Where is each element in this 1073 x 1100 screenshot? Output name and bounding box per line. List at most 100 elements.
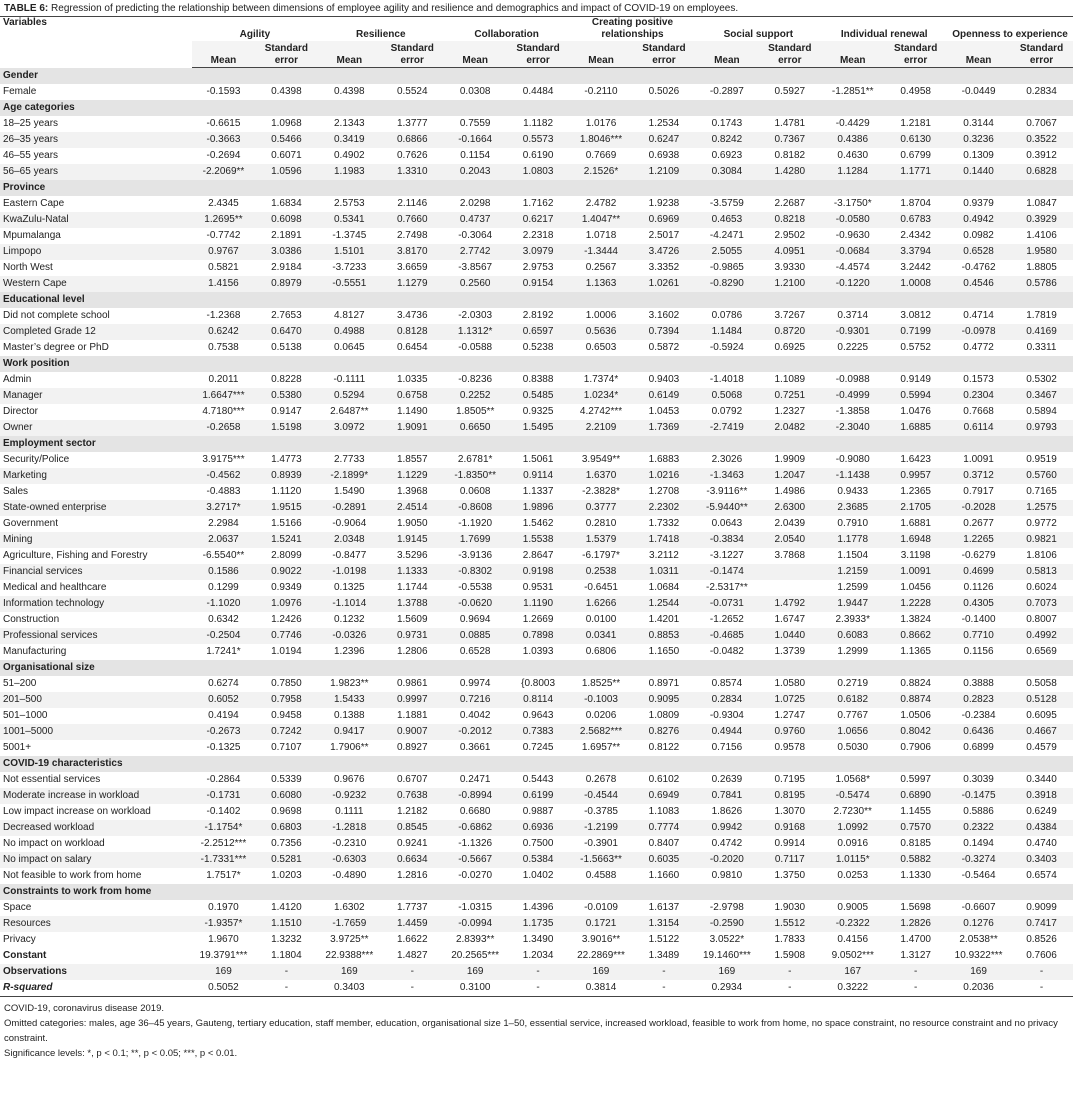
cell: 1.6834 — [271, 198, 302, 209]
section-title: Organisational size — [0, 660, 1073, 676]
cell: 0.5573 — [506, 132, 570, 148]
cell: 0.1573 — [963, 374, 994, 385]
cell: 0.2225 — [837, 342, 869, 353]
cell: 1.1190 — [506, 596, 570, 612]
cell: 0.7638 — [380, 788, 444, 804]
cell: 0.8007 — [1026, 614, 1057, 625]
cell: 1.0847 — [1026, 198, 1057, 209]
cell: 0.3814 — [569, 980, 633, 997]
cell: 0.5384 — [506, 852, 570, 868]
cell: 1.7374* — [583, 374, 619, 385]
data-row: Sales -0.4883 1.1120 1.5490 1.3968 0.0608 1.13… — [0, 484, 1073, 500]
row-label: Not feasible to work from home — [3, 870, 142, 881]
cell: 0.6035 — [632, 852, 696, 868]
cell: -1.9357* — [192, 916, 255, 932]
cell: 3.1198 — [900, 550, 931, 561]
cell: 1.7369 — [632, 420, 696, 436]
row-label: Eastern Cape — [3, 198, 65, 209]
cell: 9.0502*** — [831, 950, 874, 961]
cell: 1.0725 — [758, 692, 822, 708]
cell: 0.6569 — [1026, 646, 1057, 657]
data-row: Decreased workload -1.1754* 0.6803 -1.2818 0… — [0, 820, 1073, 836]
cell: 169 — [317, 964, 381, 980]
cell: 0.3661 — [459, 742, 491, 753]
cell: 2.1891 — [271, 230, 302, 241]
cell: 2.7230** — [833, 806, 872, 817]
cell: 1.8704 — [900, 198, 931, 209]
cell: 0.5026 — [648, 86, 680, 97]
cell: 2.3685 — [821, 500, 885, 516]
row-label: Government — [3, 518, 59, 529]
cell: -1.1014 — [317, 596, 381, 612]
cell: 2.2984 — [208, 518, 239, 529]
cell: 1.6747 — [774, 614, 806, 625]
row-label: Constant — [3, 950, 47, 961]
cell: 0.9974 — [459, 678, 491, 689]
cell: -0.0620 — [443, 596, 507, 612]
cell: 0.3522 — [1010, 132, 1073, 148]
cell: 0.7199 — [884, 324, 948, 340]
cell: 0.2471 — [459, 774, 491, 785]
cell: 0.6130 — [884, 132, 948, 148]
cell: 0.9379 — [963, 198, 994, 209]
cell: -6.5540** — [202, 550, 245, 561]
cell: 0.9005 — [837, 902, 869, 913]
cell: -0.9304 — [709, 710, 744, 721]
cell: -0.7742 — [206, 230, 241, 241]
cell: -0.2673 — [192, 724, 255, 740]
cell: 0.5524 — [396, 86, 428, 97]
data-row: 56–65 years -2.2069** 1.0596 1.1983 1.3310 0.… — [0, 164, 1073, 180]
cell: 1.0006 — [585, 310, 617, 321]
cell: 0.8853 — [632, 628, 696, 644]
cell: 0.7660 — [380, 212, 444, 228]
cell: 0.3144 — [963, 118, 994, 129]
cell: 0.9114 — [506, 468, 570, 484]
cell: 1.9238 — [648, 198, 680, 209]
cell: 0.1126 — [963, 582, 994, 593]
cell: 1.0311 — [632, 564, 696, 580]
cell: 1.0596 — [254, 164, 318, 180]
cell: 0.9793 — [1010, 420, 1073, 436]
row-label: R-squared — [0, 980, 192, 997]
cell: -0.0326 — [317, 628, 381, 644]
cell: -0.6607 — [961, 902, 996, 913]
cell: 1.5698 — [900, 902, 931, 913]
cell: -0.5667 — [443, 852, 507, 868]
cell: 0.7067 — [1026, 118, 1057, 129]
cell: 0.7117 — [758, 852, 822, 868]
cell: 0.7906 — [900, 742, 931, 753]
cell: 2.7498 — [396, 230, 428, 241]
cell: 2.1343 — [334, 118, 365, 129]
cell: -0.9064 — [332, 518, 367, 529]
cell: 2.6487** — [330, 406, 369, 417]
cell: 0.9767 — [192, 244, 255, 260]
cell: 0.0982 — [963, 230, 994, 241]
cell: 0.2639 — [711, 774, 743, 785]
row-label: Financial services — [0, 564, 192, 580]
cell: 1.1744 — [396, 582, 428, 593]
cell: 1.0809 — [648, 710, 680, 721]
cell: 0.2304 — [947, 388, 1011, 404]
cell: 0.2834 — [695, 692, 759, 708]
row-label: Privacy — [3, 934, 36, 945]
cell: - — [506, 964, 570, 980]
cell: 0.3714 — [837, 310, 869, 321]
cell: -1.2368 — [206, 310, 241, 321]
row-label: No impact on workload — [3, 838, 105, 849]
cell: 0.9772 — [1026, 518, 1057, 529]
cell: 0.2560 — [443, 276, 507, 292]
cell: 2.0538** — [959, 934, 998, 945]
cell: 2.2302 — [632, 500, 696, 516]
cell: -1.2652 — [709, 614, 744, 625]
row-label: 26–35 years — [0, 132, 192, 148]
cell: 1.1455 — [900, 806, 931, 817]
cell: 0.7910 — [837, 518, 869, 529]
cell: 1.0234* — [569, 388, 633, 404]
data-row: KwaZulu-Natal 1.2695** 0.6098 0.5341 0.7660 0… — [0, 212, 1073, 228]
cell: 0.6052 — [192, 692, 255, 708]
cell: 0.9942 — [695, 820, 759, 836]
data-row: No impact on workload -2.2512*** 0.7356 -0.… — [0, 836, 1073, 852]
cell: 1.0008 — [884, 276, 948, 292]
cell: -0.4544 — [569, 788, 633, 804]
row-label: No impact on salary — [0, 852, 192, 868]
